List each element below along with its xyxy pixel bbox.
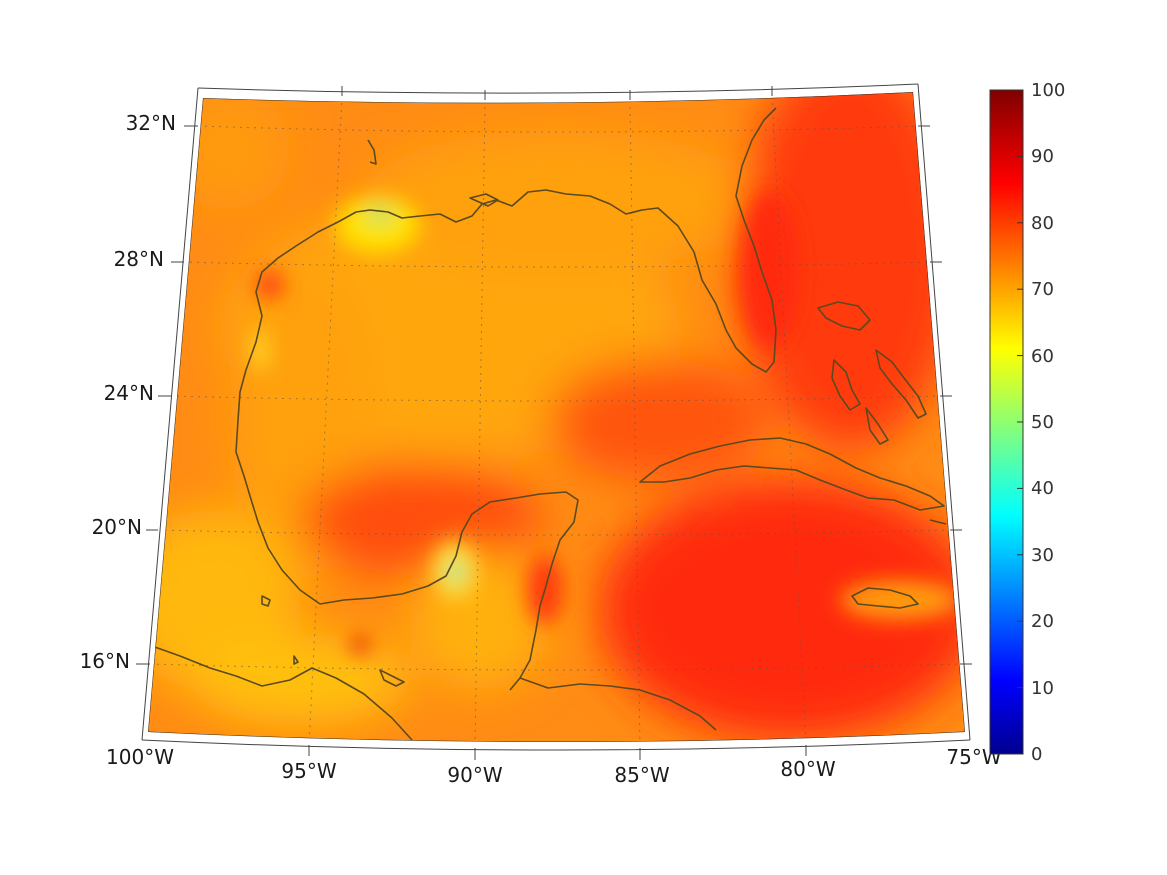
lat-label-16n: 16°N	[80, 649, 130, 673]
lon-label-95w: 95°W	[281, 759, 336, 783]
longitude-labels: 100°W 95°W 90°W 85°W 80°W 75°W	[106, 745, 1002, 787]
colorbar-label-50: 50	[1031, 412, 1054, 433]
colorbar-label-60: 60	[1031, 346, 1054, 367]
lon-label-80w: 80°W	[780, 757, 835, 781]
lon-label-85w: 85°W	[614, 763, 669, 787]
lon-label-90w: 90°W	[447, 763, 502, 787]
lat-label-24n: 24°N	[104, 381, 154, 405]
lon-label-100w: 100°W	[106, 745, 174, 769]
colorbar-label-40: 40	[1031, 478, 1054, 499]
lat-label-32n: 32°N	[126, 111, 176, 135]
colorbar-label-90: 90	[1031, 146, 1054, 167]
latitude-labels: 32°N 28°N 24°N 20°N 16°N	[80, 111, 176, 673]
lat-label-20n: 20°N	[92, 515, 142, 539]
map-panel	[148, 92, 965, 742]
graticule	[149, 95, 961, 742]
colorbar-label-70: 70	[1031, 279, 1054, 300]
lat-label-28n: 28°N	[114, 247, 164, 271]
coastlines	[151, 107, 947, 741]
colorbar-label-100: 100	[1031, 80, 1065, 101]
colorbar: 100 90 80 70 60 50 40 30 20 10 0	[989, 80, 1065, 765]
frame-border	[136, 83, 972, 760]
field-hotspots	[250, 190, 960, 653]
colorbar-label-0: 0	[1031, 744, 1042, 765]
colorbar-label-80: 80	[1031, 213, 1054, 234]
colorbar-label-30: 30	[1031, 545, 1054, 566]
colorbar-label-20: 20	[1031, 611, 1054, 632]
colorbar-label-10: 10	[1031, 678, 1054, 699]
colorbar-ticks	[1017, 89, 1023, 755]
